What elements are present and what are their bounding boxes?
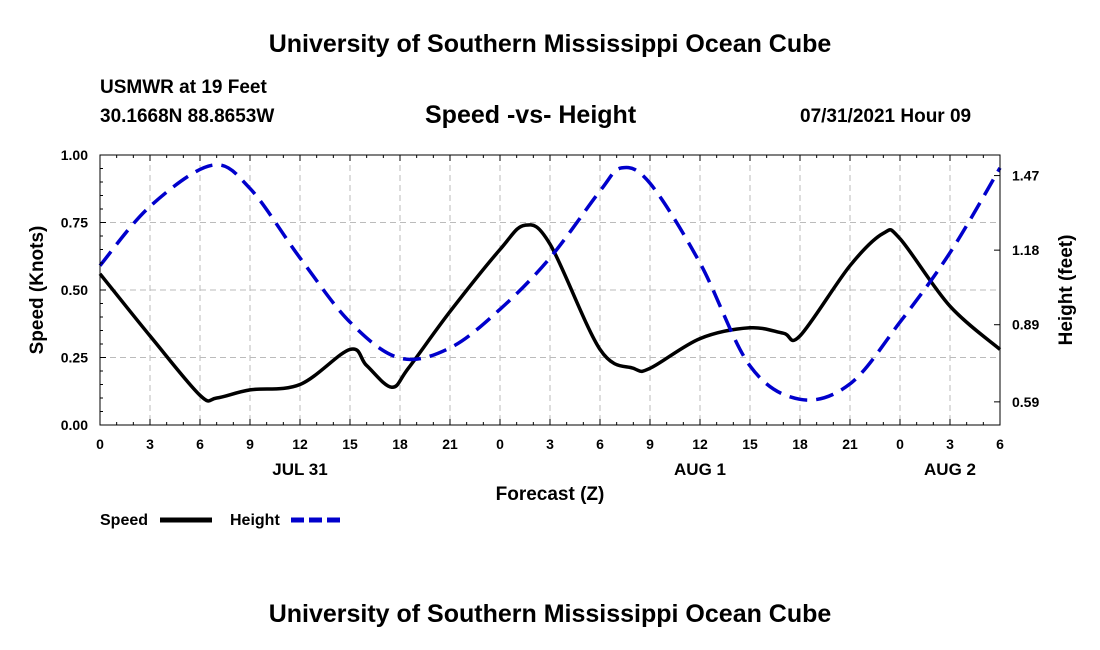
y-tick-label: 0.25	[61, 350, 88, 366]
x-tick-label: 18	[792, 436, 808, 452]
x-tick-label: 3	[946, 436, 954, 452]
legend: Speed Height	[100, 512, 343, 529]
y2-tick-label: 1.47	[1012, 168, 1039, 184]
bottom-title: University of Southern Mississippi Ocean…	[268, 600, 832, 628]
day-label: AUG 1	[674, 460, 726, 479]
day-label: JUL 31	[272, 460, 327, 479]
y2-axis-label: Height (feet)	[1056, 235, 1077, 346]
series-line-height	[98, 163, 1002, 402]
x-tick-label: 0	[96, 436, 104, 452]
y-tick-label: 0.75	[61, 215, 88, 231]
x-tick-label: 18	[392, 436, 408, 452]
y2-tick-label: 0.59	[1012, 394, 1039, 410]
forecast-datetime: 07/31/2021 Hour 09	[800, 106, 972, 127]
grid	[100, 155, 1000, 425]
series-line-speed	[98, 223, 1002, 403]
x-tick-label: 0	[496, 436, 504, 452]
y2-tick-label: 1.18	[1012, 242, 1039, 258]
y2-tick-label: 0.89	[1012, 317, 1039, 333]
x-tick-label: 0	[896, 436, 904, 452]
day-label: AUG 2	[924, 460, 976, 479]
station-label: USMWR at 19 Feet	[100, 77, 267, 98]
top-title: University of Southern Mississippi Ocean…	[268, 30, 832, 58]
chart-title: Speed -vs- Height	[425, 101, 637, 129]
x-tick-label: 12	[292, 436, 308, 452]
y-axis-label: Speed (Knots)	[27, 226, 48, 355]
x-tick-label: 6	[996, 436, 1004, 452]
x-tick-label: 12	[692, 436, 708, 452]
x-tick-label: 3	[146, 436, 154, 452]
x-tick-label: 15	[342, 436, 358, 452]
legend-label-height: Height	[230, 512, 280, 529]
x-axis-label: Forecast (Z)	[496, 484, 605, 505]
y-tick-label: 1.00	[61, 147, 88, 163]
x-tick-label: 6	[596, 436, 604, 452]
x-tick-label: 21	[442, 436, 458, 452]
x-tick-label: 21	[842, 436, 858, 452]
axes: 0 3 6 9 12 15 18 21 0 3 6 9 12 15 18 21 0 3 6 JUL 31 AUG 1 AU…	[61, 147, 1040, 479]
x-tick-label: 15	[742, 436, 758, 452]
x-tick-label: 3	[546, 436, 554, 452]
legend-label-speed: Speed	[100, 512, 148, 529]
x-tick-label: 6	[196, 436, 204, 452]
series	[98, 163, 1002, 403]
y-tick-label: 0.50	[61, 282, 88, 298]
x-tick-label: 9	[646, 436, 654, 452]
y-tick-label: 0.00	[61, 417, 88, 433]
x-tick-label: 9	[246, 436, 254, 452]
station-coordinates: 30.1668N 88.8653W	[100, 106, 275, 127]
